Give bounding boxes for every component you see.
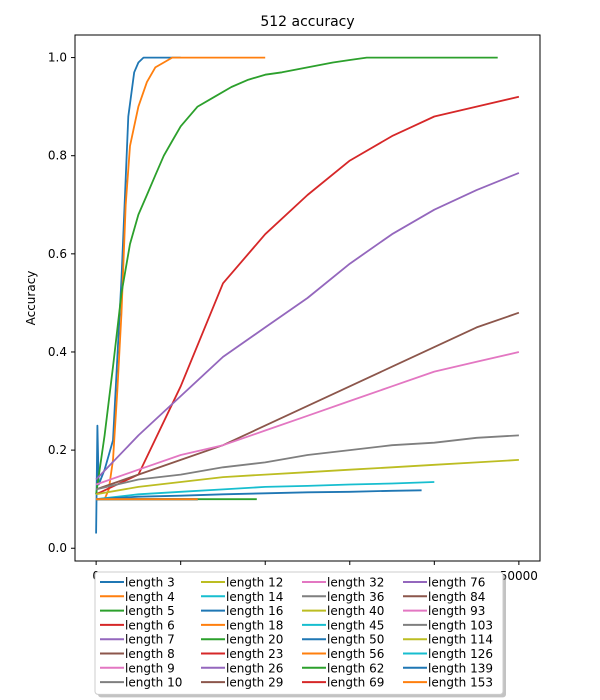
legend-label: length 6 xyxy=(125,618,175,632)
axes-frame xyxy=(74,34,541,562)
legend-label: length 8 xyxy=(125,647,175,661)
legend-label: length 103 xyxy=(428,618,493,632)
legend-label: length 32 xyxy=(327,576,384,590)
legend-label: length 153 xyxy=(428,676,493,690)
y-tick-label: 0.8 xyxy=(48,149,67,163)
legend-label: length 3 xyxy=(125,576,175,590)
y-tick-label: 1.0 xyxy=(48,51,67,65)
legend-label: length 50 xyxy=(327,633,384,647)
legend-label: length 84 xyxy=(428,590,485,604)
y-tick-label: 0.6 xyxy=(48,247,67,261)
series-line-length-12 xyxy=(95,459,519,496)
legend-label: length 12 xyxy=(226,576,283,590)
legend-label: length 16 xyxy=(226,604,283,618)
series-line-length-6 xyxy=(95,95,520,496)
legend-label: length 18 xyxy=(226,618,283,632)
y-tick-label: 0.2 xyxy=(48,443,67,457)
y-tick-label: 0.0 xyxy=(48,541,67,555)
legend-label: length 45 xyxy=(327,618,384,632)
legend-label: length 69 xyxy=(327,676,384,690)
legend-label: length 40 xyxy=(327,604,384,618)
y-axis-label: Accuracy xyxy=(24,271,38,326)
legend-label: length 9 xyxy=(125,661,175,675)
legend-label: length 76 xyxy=(428,576,485,590)
legend-label: length 114 xyxy=(428,633,493,647)
chart-title: 512 accuracy xyxy=(260,14,354,30)
legend-label: length 10 xyxy=(125,676,182,690)
legend-label: length 139 xyxy=(428,661,493,675)
legend-label: length 26 xyxy=(226,661,283,675)
x-tick-label: 50000 xyxy=(500,569,538,583)
series-line-length-8 xyxy=(95,311,520,491)
series-line-length-10 xyxy=(95,434,519,491)
legend-label: length 20 xyxy=(226,633,283,647)
legend-label: length 23 xyxy=(226,647,283,661)
legend-label: length 5 xyxy=(125,604,175,618)
series-line-length-9 xyxy=(95,351,520,486)
series-line-length-16 xyxy=(96,489,422,501)
legend-label: length 14 xyxy=(226,590,283,604)
legend-label: length 36 xyxy=(327,590,384,604)
series-line-length-7 xyxy=(95,172,520,481)
legend-label: length 7 xyxy=(125,633,175,647)
series-line-length-14 xyxy=(95,481,435,501)
series-line-length-4 xyxy=(96,56,266,501)
y-tick-label: 0.4 xyxy=(48,345,67,359)
legend-label: length 126 xyxy=(428,647,493,661)
legend-label: length 56 xyxy=(327,647,384,661)
legend-label: length 93 xyxy=(428,604,485,618)
series-line-length-5 xyxy=(95,56,498,495)
legend-label: length 4 xyxy=(125,590,175,604)
legend-label: length 62 xyxy=(327,661,384,675)
legend-label: length 29 xyxy=(226,676,283,690)
legend-box xyxy=(94,571,504,695)
